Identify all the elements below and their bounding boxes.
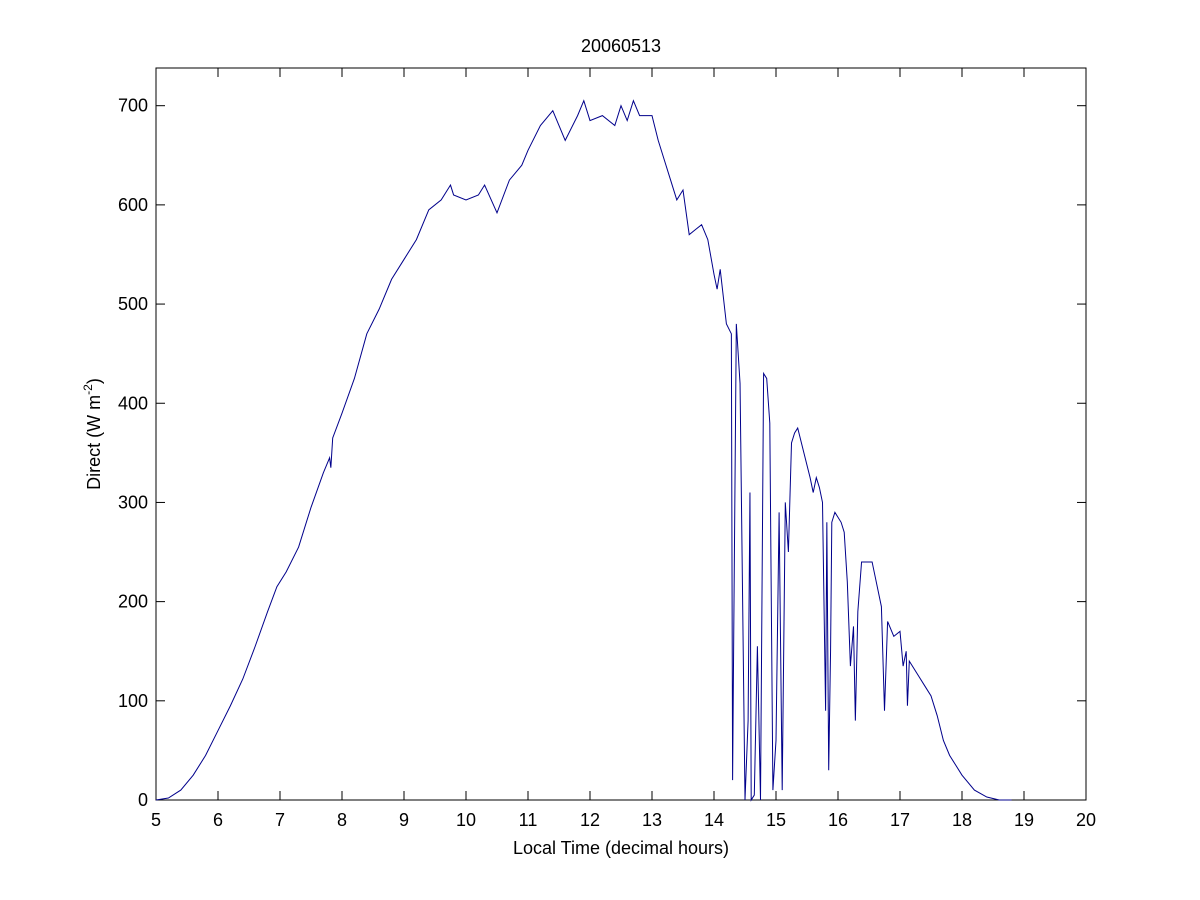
x-tick-label: 7 [275, 810, 285, 830]
x-tick-label: 20 [1076, 810, 1096, 830]
x-tick-label: 8 [337, 810, 347, 830]
x-tick-label: 17 [890, 810, 910, 830]
x-tick-label: 13 [642, 810, 662, 830]
x-tick-label: 11 [519, 810, 538, 830]
x-tick-label: 6 [213, 810, 223, 830]
chart-title: 20060513 [581, 36, 661, 56]
y-axis-label: Direct (W m-2) [81, 378, 104, 490]
y-label-sup: -2 [81, 384, 95, 395]
x-tick-label: 15 [766, 810, 786, 830]
data-line [155, 99, 1012, 802]
y-tick-label: 300 [118, 492, 148, 512]
y-label-end: ) [84, 378, 104, 384]
x-tick-label: 18 [952, 810, 972, 830]
x-tick-label: 9 [399, 810, 409, 830]
x-tick-label: 12 [580, 810, 600, 830]
y-tick-label: 600 [118, 195, 148, 215]
plot-area [155, 67, 1087, 801]
y-tick-label: 500 [118, 294, 148, 314]
y-tick-label: 100 [118, 691, 148, 711]
y-tick-label: 200 [118, 592, 148, 612]
y-tick-label: 400 [118, 393, 148, 413]
y-label-text: Direct (W m [84, 395, 104, 490]
x-tick-label: 14 [704, 810, 724, 830]
x-axis-label: Local Time (decimal hours) [513, 838, 729, 858]
x-tick-label: 5 [151, 810, 161, 830]
x-tick-label: 16 [828, 810, 848, 830]
x-tick-label: 19 [1014, 810, 1034, 830]
y-tick-label: 700 [118, 96, 148, 116]
y-tick-label: 0 [138, 790, 148, 810]
x-tick-label: 10 [456, 810, 476, 830]
